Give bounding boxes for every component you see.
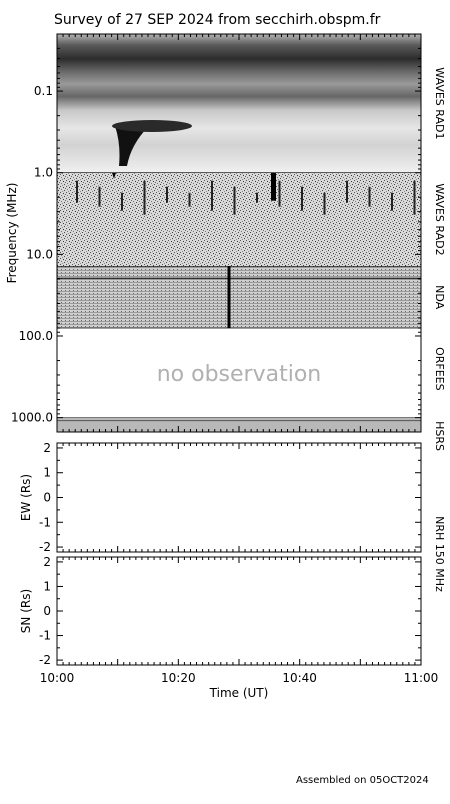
no-observation-label: no observation xyxy=(157,362,322,387)
footer-text: Assembled on 05OCT2024 xyxy=(296,775,429,786)
figure-title: Survey of 27 SEP 2024 from secchirh.obsp… xyxy=(54,12,381,28)
band-rad1-image xyxy=(57,34,421,173)
y-tick-label: 0 xyxy=(43,491,51,505)
y-axis-label: SN (Rs) xyxy=(19,589,33,633)
y-tick-label: 0.1 xyxy=(34,84,53,98)
spectrogram-panel: no observation 0.1 1.0 10.0 100.0 1000.0 Frequ… xyxy=(5,33,446,451)
panel-frame xyxy=(56,442,422,553)
band-rad2-image xyxy=(57,172,421,267)
x-tick-label: 10:00 xyxy=(40,671,75,685)
band-rad2-strong-burst xyxy=(271,172,276,201)
band-label: WAVES RAD2 xyxy=(433,183,446,255)
y-tick-label: 10.0 xyxy=(26,247,53,261)
y-tick-label: -1 xyxy=(39,629,51,643)
y-tick-label: 100.0 xyxy=(19,329,53,343)
band-nda-image xyxy=(57,266,421,329)
y-tick-label: -2 xyxy=(39,653,51,667)
ew-panel: 2 1 0 -1 -2 EW (Rs) NRH 150 MHz xyxy=(19,441,446,592)
y-tick-label: 1000.0 xyxy=(11,411,53,425)
band-label: HSRS xyxy=(433,421,446,451)
x-tick-label: 10:40 xyxy=(282,671,317,685)
band-rad1-burst-top xyxy=(112,120,192,132)
sn-panel: 2 1 0 -1 -2 SN (Rs) xyxy=(19,555,422,667)
y-tick-label: 0 xyxy=(43,604,51,618)
y-axis-label: Frequency (MHz) xyxy=(5,183,19,284)
y-axis-label: EW (Rs) xyxy=(19,474,33,521)
band-label: ORFEES xyxy=(433,347,446,391)
band-label: NDA xyxy=(433,285,446,310)
y-tick-label: -1 xyxy=(39,515,51,529)
band-rad1-burst xyxy=(115,126,149,166)
y-tick-label: 2 xyxy=(43,441,51,455)
panel-frame xyxy=(56,556,422,666)
band-label: WAVES RAD1 xyxy=(433,67,446,139)
band-rad2-burst-tail xyxy=(112,172,116,179)
y-tick-label: -2 xyxy=(39,540,51,554)
y-tick-label: 2 xyxy=(43,555,51,569)
nrh-label: NRH 150 MHz xyxy=(433,516,446,592)
y-tick-label: 1.0 xyxy=(34,166,53,180)
y-tick-label: 1 xyxy=(43,466,51,480)
x-tick-label: 10:20 xyxy=(161,671,196,685)
band-hsrs-image xyxy=(57,417,421,432)
y-tick-label: 1 xyxy=(43,579,51,593)
x-tick-label: 11:00 xyxy=(404,671,439,685)
x-axis-label: Time (UT) xyxy=(209,686,269,700)
time-axis: 10:00 10:20 10:40 11:00 Time (UT) xyxy=(40,34,439,700)
